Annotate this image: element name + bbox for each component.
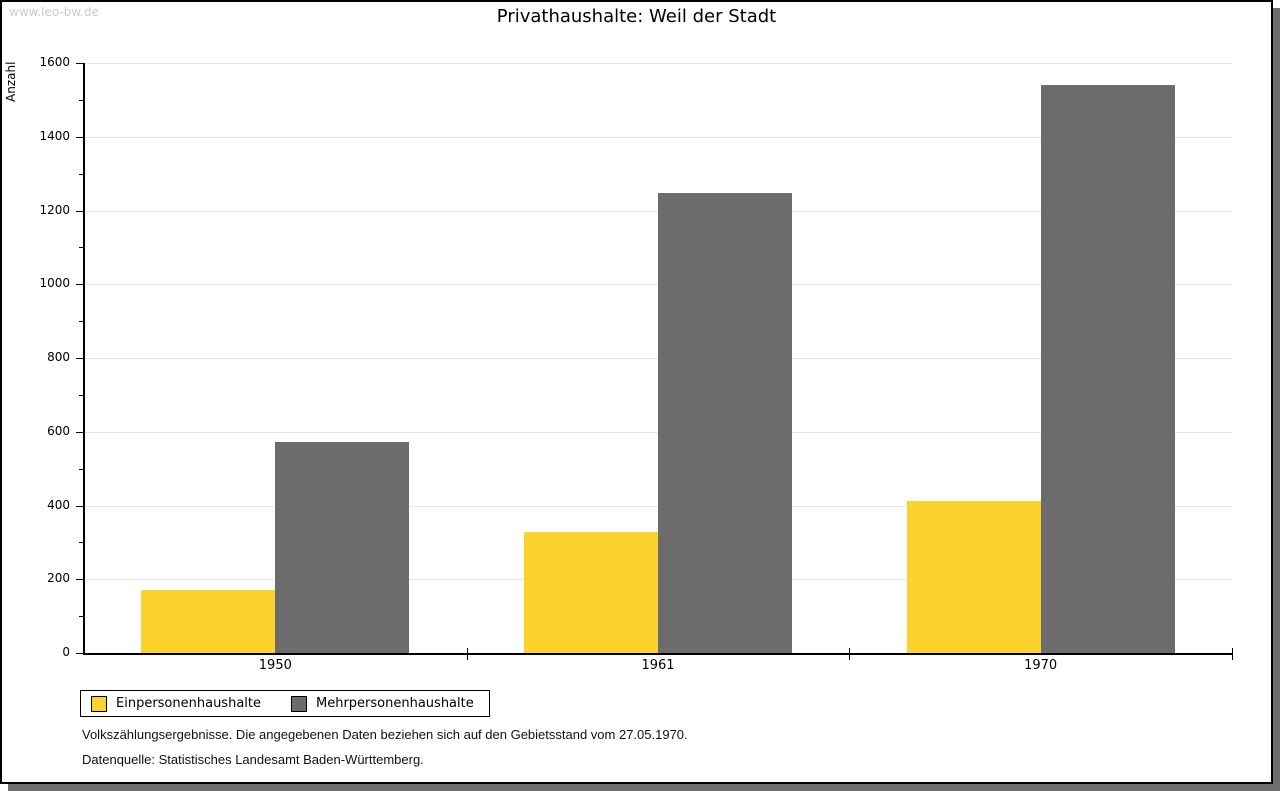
x-axis-line: [83, 653, 1233, 655]
gridline: [84, 63, 1232, 64]
footnote-census-note: Volkszählungsergebnisse. Die angegebenen…: [82, 727, 688, 742]
gridline: [84, 136, 1232, 138]
legend-item: Einpersonenhaushalte: [91, 695, 261, 712]
x-category-label: 1961: [641, 658, 675, 673]
legend-label: Einpersonenhaushalte: [116, 696, 261, 711]
y-tick-label: 600: [47, 423, 70, 438]
y-tick-label: 1000: [39, 276, 70, 291]
y-tick-label: 1400: [39, 128, 70, 143]
y-tick-label: 1200: [39, 202, 70, 217]
bar-mehrpersonenhaushalte-1970: [1040, 84, 1175, 653]
y-minor-tick: [79, 616, 84, 618]
legend-item: Mehrpersonenhaushalte: [291, 695, 474, 712]
y-tick: [76, 63, 84, 64]
y-tick: [76, 579, 84, 581]
bar-einpersonenhaushalte-1961: [524, 532, 658, 653]
legend-swatch-icon: [291, 695, 307, 712]
bar-mehrpersonenhaushalte-1961: [658, 193, 792, 653]
y-tick-label: 400: [47, 497, 70, 512]
y-minor-tick: [79, 394, 84, 396]
y-tick: [76, 358, 84, 359]
legend-swatch-icon: [91, 695, 107, 712]
y-tick: [76, 136, 84, 138]
footnote-data-source: Datenquelle: Statistisches Landesamt Bad…: [82, 752, 424, 767]
y-minor-tick: [79, 321, 84, 323]
bar-einpersonenhaushalte-1970: [906, 500, 1041, 653]
y-tick: [76, 505, 84, 507]
y-minor-tick: [79, 542, 84, 544]
x-boundary-tick: [1232, 648, 1233, 660]
x-category-label: 1970: [1024, 658, 1058, 673]
y-tick-label: 200: [47, 571, 70, 586]
x-category-label: 1950: [258, 658, 292, 673]
y-tick-label: 0: [62, 645, 70, 659]
y-minor-tick: [79, 99, 84, 101]
x-boundary-tick: [466, 648, 468, 660]
bar-einpersonenhaushalte-1950: [141, 590, 276, 653]
y-tick: [76, 431, 84, 433]
y-tick: [76, 653, 84, 654]
chart-title: Privathaushalte: Weil der Stadt: [496, 6, 777, 27]
y-tick: [76, 284, 84, 286]
watermark: www.leo-bw.de: [9, 5, 99, 19]
y-minor-tick: [79, 173, 84, 175]
plot-area: 0 200 400 600 800 1000 1200 1400 1600 1950 1961 197…: [2, 2, 1271, 782]
y-tick: [76, 210, 84, 212]
y-tick-label: 800: [47, 350, 70, 364]
y-axis-line: [83, 63, 85, 654]
legend: Einpersonenhaushalte Mehrpersonenhaushalt…: [80, 690, 490, 717]
y-minor-tick: [79, 247, 84, 249]
legend-label: Mehrpersonenhaushalte: [316, 696, 474, 711]
x-boundary-tick: [849, 648, 851, 660]
y-minor-tick: [79, 468, 84, 470]
bar-mehrpersonenhaushalte-1950: [275, 442, 410, 653]
y-tick-label: 1600: [39, 55, 70, 69]
